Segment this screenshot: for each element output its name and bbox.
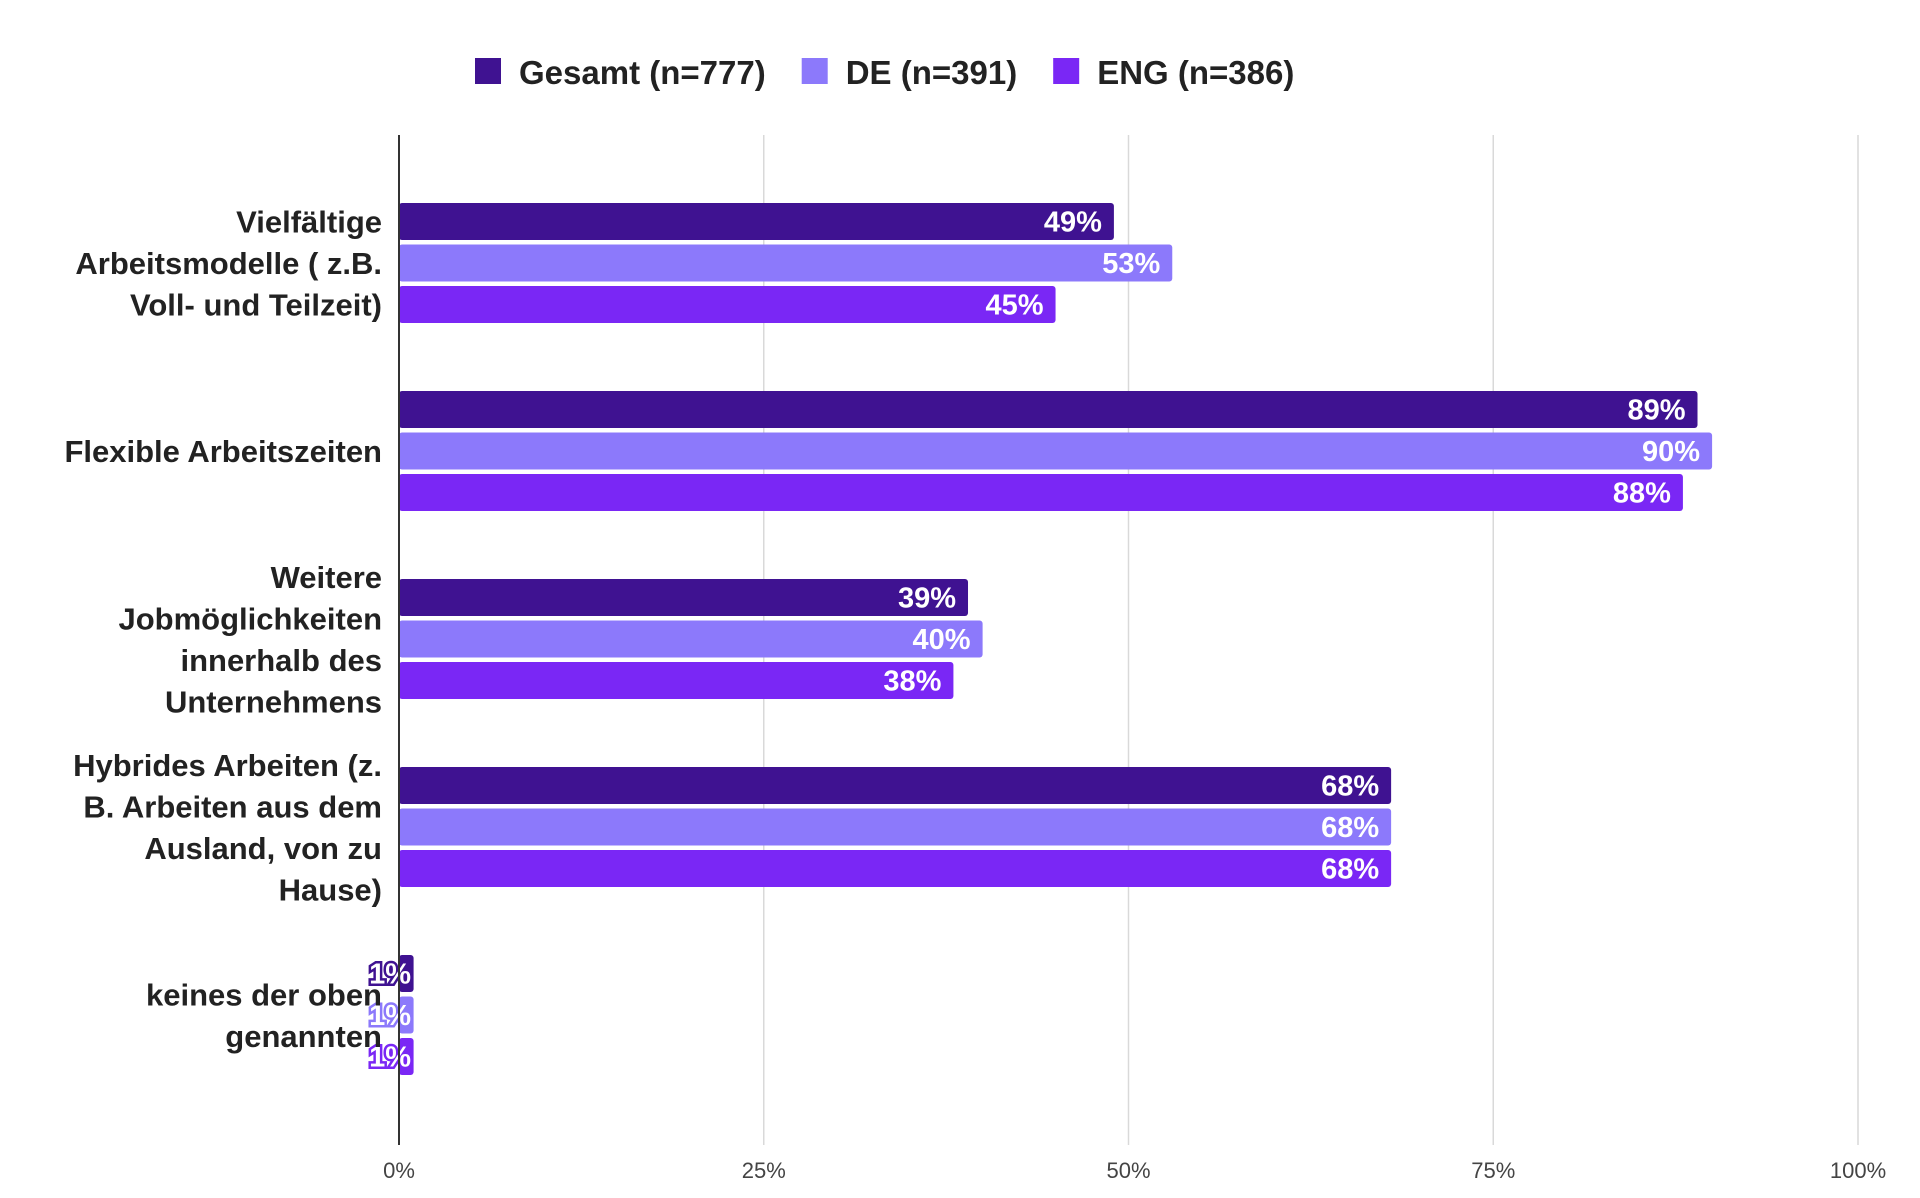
x-tick-label: 100%	[1830, 1158, 1886, 1183]
category-label: Hybrides Arbeiten (z.	[73, 748, 382, 783]
bar	[399, 850, 1392, 887]
data-label: 90%	[1642, 436, 1700, 468]
legend-label: Gesamt (n=777)	[519, 54, 766, 91]
data-label: 68%	[1321, 812, 1379, 844]
bar	[399, 620, 983, 658]
category-label: Vielfältige	[236, 205, 382, 240]
category-label: B. Arbeiten aus dem	[83, 789, 382, 824]
bar	[399, 203, 1114, 240]
data-label: 38%	[883, 666, 941, 698]
x-tick-label: 75%	[1471, 1158, 1515, 1183]
bar	[399, 579, 969, 616]
bar	[399, 996, 414, 1034]
data-label: 89%	[1627, 395, 1685, 427]
bar	[399, 474, 1683, 511]
bar	[399, 244, 1173, 282]
data-label: 1%	[369, 1000, 411, 1032]
data-label: 1%	[369, 1042, 411, 1074]
bar	[399, 767, 1392, 804]
category-label: Ausland, von zu	[144, 831, 382, 866]
data-label: 68%	[1321, 854, 1379, 886]
category-label: Jobmöglichkeiten	[118, 601, 382, 636]
bar	[399, 662, 954, 699]
category-label: Arbeitsmodelle ( z.B.	[75, 246, 382, 281]
category-label: Weitere	[271, 560, 382, 595]
data-label: 39%	[898, 583, 956, 615]
category-label: Flexible Arbeitszeiten	[64, 434, 382, 469]
category-label: Voll- und Teilzeit)	[130, 288, 382, 323]
category-label: Hause)	[279, 872, 382, 907]
legend-label: ENG (n=386)	[1097, 54, 1294, 91]
x-tick-label: 50%	[1106, 1158, 1150, 1183]
data-label: 40%	[913, 624, 971, 656]
bar	[399, 432, 1713, 470]
bar	[399, 391, 1698, 428]
category-label: innerhalb des	[180, 643, 382, 678]
legend-swatch	[801, 58, 828, 84]
data-label: 68%	[1321, 771, 1379, 803]
bar	[399, 1038, 414, 1075]
data-label: 53%	[1102, 248, 1160, 280]
data-label: 45%	[986, 290, 1044, 322]
category-label: genannten	[225, 1019, 382, 1054]
category-label: Unternehmens	[165, 684, 382, 719]
bar	[399, 955, 414, 992]
data-label: 1%	[369, 959, 411, 991]
legend-swatch	[1053, 58, 1080, 84]
x-tick-label: 0%	[383, 1158, 415, 1183]
data-label: 88%	[1613, 478, 1671, 510]
legend-label: DE (n=391)	[846, 54, 1017, 91]
bar	[399, 286, 1056, 323]
x-tick-label: 25%	[742, 1158, 786, 1183]
bar	[399, 808, 1392, 846]
data-label: 49%	[1044, 207, 1102, 239]
legend-swatch	[475, 58, 501, 84]
category-label: keines der oben	[146, 977, 382, 1012]
